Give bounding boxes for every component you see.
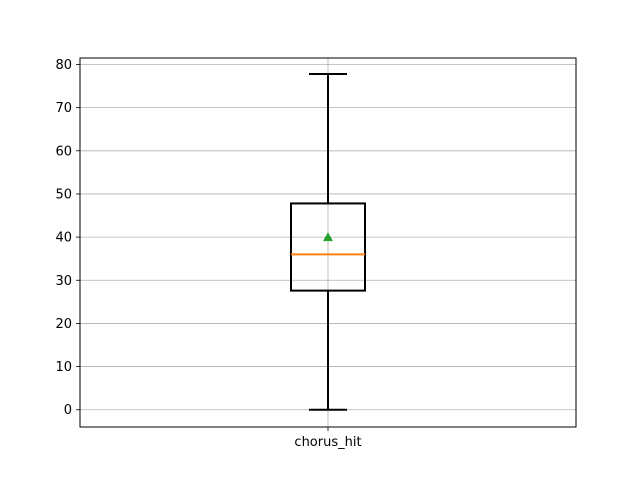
iqr-box: [290, 202, 366, 292]
y-tick-label: 60: [55, 144, 72, 159]
y-tick-label: 10: [55, 360, 72, 375]
y-tick-label: 80: [55, 58, 72, 73]
y-tick-label: 0: [64, 403, 72, 418]
y-tick-label: 70: [55, 101, 72, 116]
y-tick-label: 50: [55, 187, 72, 202]
box-layer: [290, 72, 366, 411]
mean-marker: [323, 232, 333, 242]
y-tick-label: 30: [55, 274, 72, 289]
y-tick-label: 40: [55, 231, 72, 246]
y-tick-label: 20: [55, 317, 72, 332]
tick-layer: 0 10 20 30 40 50 60 70 80 chorus_hit: [55, 58, 361, 450]
x-tick-label: chorus_hit: [294, 435, 361, 450]
